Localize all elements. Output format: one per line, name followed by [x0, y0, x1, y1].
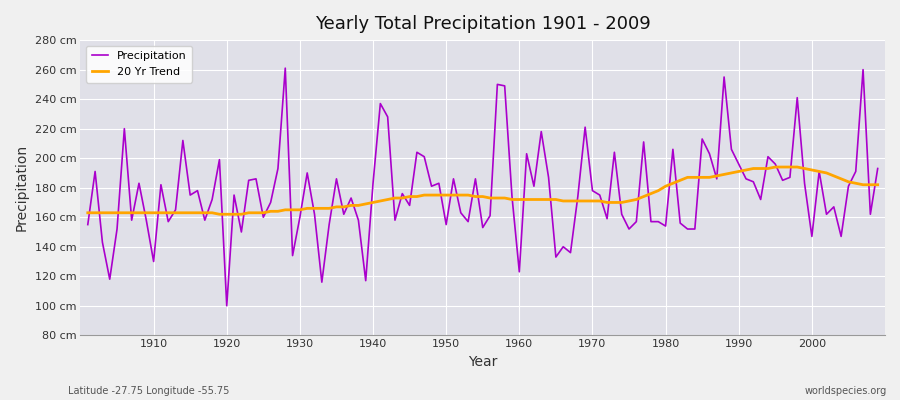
- Text: worldspecies.org: worldspecies.org: [805, 386, 886, 396]
- Precipitation: [141, 218, 152, 222]
- Precipitation: [616, 212, 627, 217]
- 20 Yr Trend: [309, 206, 320, 211]
- Title: Yearly Total Precipitation 1901 - 2009: Yearly Total Precipitation 1901 - 2009: [315, 15, 651, 33]
- Line: Precipitation: Precipitation: [88, 68, 878, 306]
- Precipitation: [528, 184, 539, 189]
- 20 Yr Trend: [141, 210, 152, 215]
- Precipitation: [83, 222, 94, 227]
- 20 Yr Trend: [83, 210, 94, 215]
- 20 Yr Trend: [770, 165, 780, 170]
- Precipitation: [221, 303, 232, 308]
- 20 Yr Trend: [521, 197, 532, 202]
- Precipitation: [360, 278, 371, 283]
- Y-axis label: Precipitation: Precipitation: [15, 144, 29, 231]
- Line: 20 Yr Trend: 20 Yr Trend: [88, 167, 878, 214]
- 20 Yr Trend: [214, 212, 225, 217]
- Text: Latitude -27.75 Longitude -55.75: Latitude -27.75 Longitude -55.75: [68, 386, 229, 396]
- 20 Yr Trend: [514, 197, 525, 202]
- Precipitation: [280, 66, 291, 70]
- Legend: Precipitation, 20 Yr Trend: Precipitation, 20 Yr Trend: [86, 46, 193, 82]
- 20 Yr Trend: [353, 203, 364, 208]
- Precipitation: [521, 151, 532, 156]
- 20 Yr Trend: [872, 182, 883, 187]
- Precipitation: [872, 166, 883, 171]
- Precipitation: [317, 280, 328, 284]
- X-axis label: Year: Year: [468, 355, 498, 369]
- 20 Yr Trend: [609, 200, 620, 205]
